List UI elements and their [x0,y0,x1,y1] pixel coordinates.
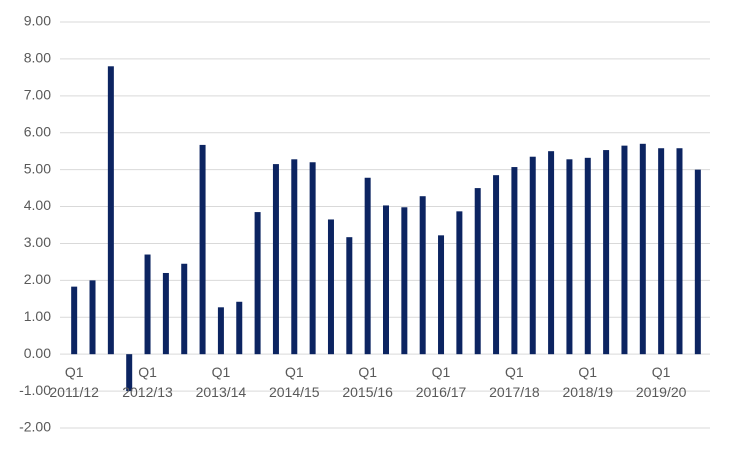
bar [438,235,445,355]
bar [676,148,683,355]
x-tick-label: Q1 [358,364,377,380]
bar [456,211,463,355]
bar [71,286,78,355]
y-tick-label: -2.00 [19,419,51,435]
bar [621,145,628,355]
bar [511,167,518,355]
bar [658,148,665,355]
bar [162,272,169,355]
bar [383,205,389,355]
bar [346,237,353,355]
x-group-label: 2018/19 [562,384,613,400]
bar [529,156,536,355]
bar [236,301,243,355]
x-group-label: 2019/20 [636,384,687,400]
x-tick-label: Q1 [578,364,597,380]
bar [254,212,261,355]
x-tick-label: Q1 [212,364,231,380]
bar [548,151,555,355]
x-group-label: 2016/17 [416,384,467,400]
bar [493,175,500,355]
bar [126,354,133,392]
x-group-label: 2011/12 [49,384,99,400]
x-tick-label: Q1 [505,364,524,380]
bar [107,66,114,355]
x-group-label: 2017/18 [489,384,540,400]
x-tick-label: Q1 [652,364,671,380]
x-tick-label: Q1 [65,364,84,380]
y-tick-label: 9.00 [24,13,51,29]
y-tick-label: -1.00 [19,382,51,398]
x-group-label: 2014/15 [269,384,320,400]
y-tick-label: 0.00 [24,345,51,361]
bar [89,280,96,355]
bar [309,162,316,355]
bar [364,177,371,355]
bar [694,169,701,355]
x-tick-label: Q1 [432,364,451,380]
y-tick-label: 3.00 [24,234,51,250]
y-tick-label: 2.00 [24,271,51,287]
y-tick-label: 8.00 [24,50,51,66]
y-tick-label: 6.00 [24,123,51,139]
bar [566,159,573,355]
bar [474,188,481,355]
y-tick-label: 5.00 [24,160,51,176]
y-tick-label: 7.00 [24,87,51,103]
bar [419,196,426,355]
bar [272,164,279,355]
y-tick-label: 1.00 [24,308,51,324]
bar [327,219,334,355]
bar [584,157,591,355]
bar [181,263,188,355]
bar [199,144,206,355]
x-tick-label: Q1 [285,364,304,380]
y-tick-label: 4.00 [24,197,51,213]
bar [144,254,151,355]
bar [217,307,224,355]
x-group-label: 2015/16 [342,384,393,400]
x-group-label: 2012/13 [122,384,173,400]
bar [603,150,610,355]
bar [639,143,646,355]
x-group-label: 2013/14 [196,384,247,400]
x-tick-label: Q1 [138,364,157,380]
bar [401,207,408,355]
bar [291,159,298,355]
